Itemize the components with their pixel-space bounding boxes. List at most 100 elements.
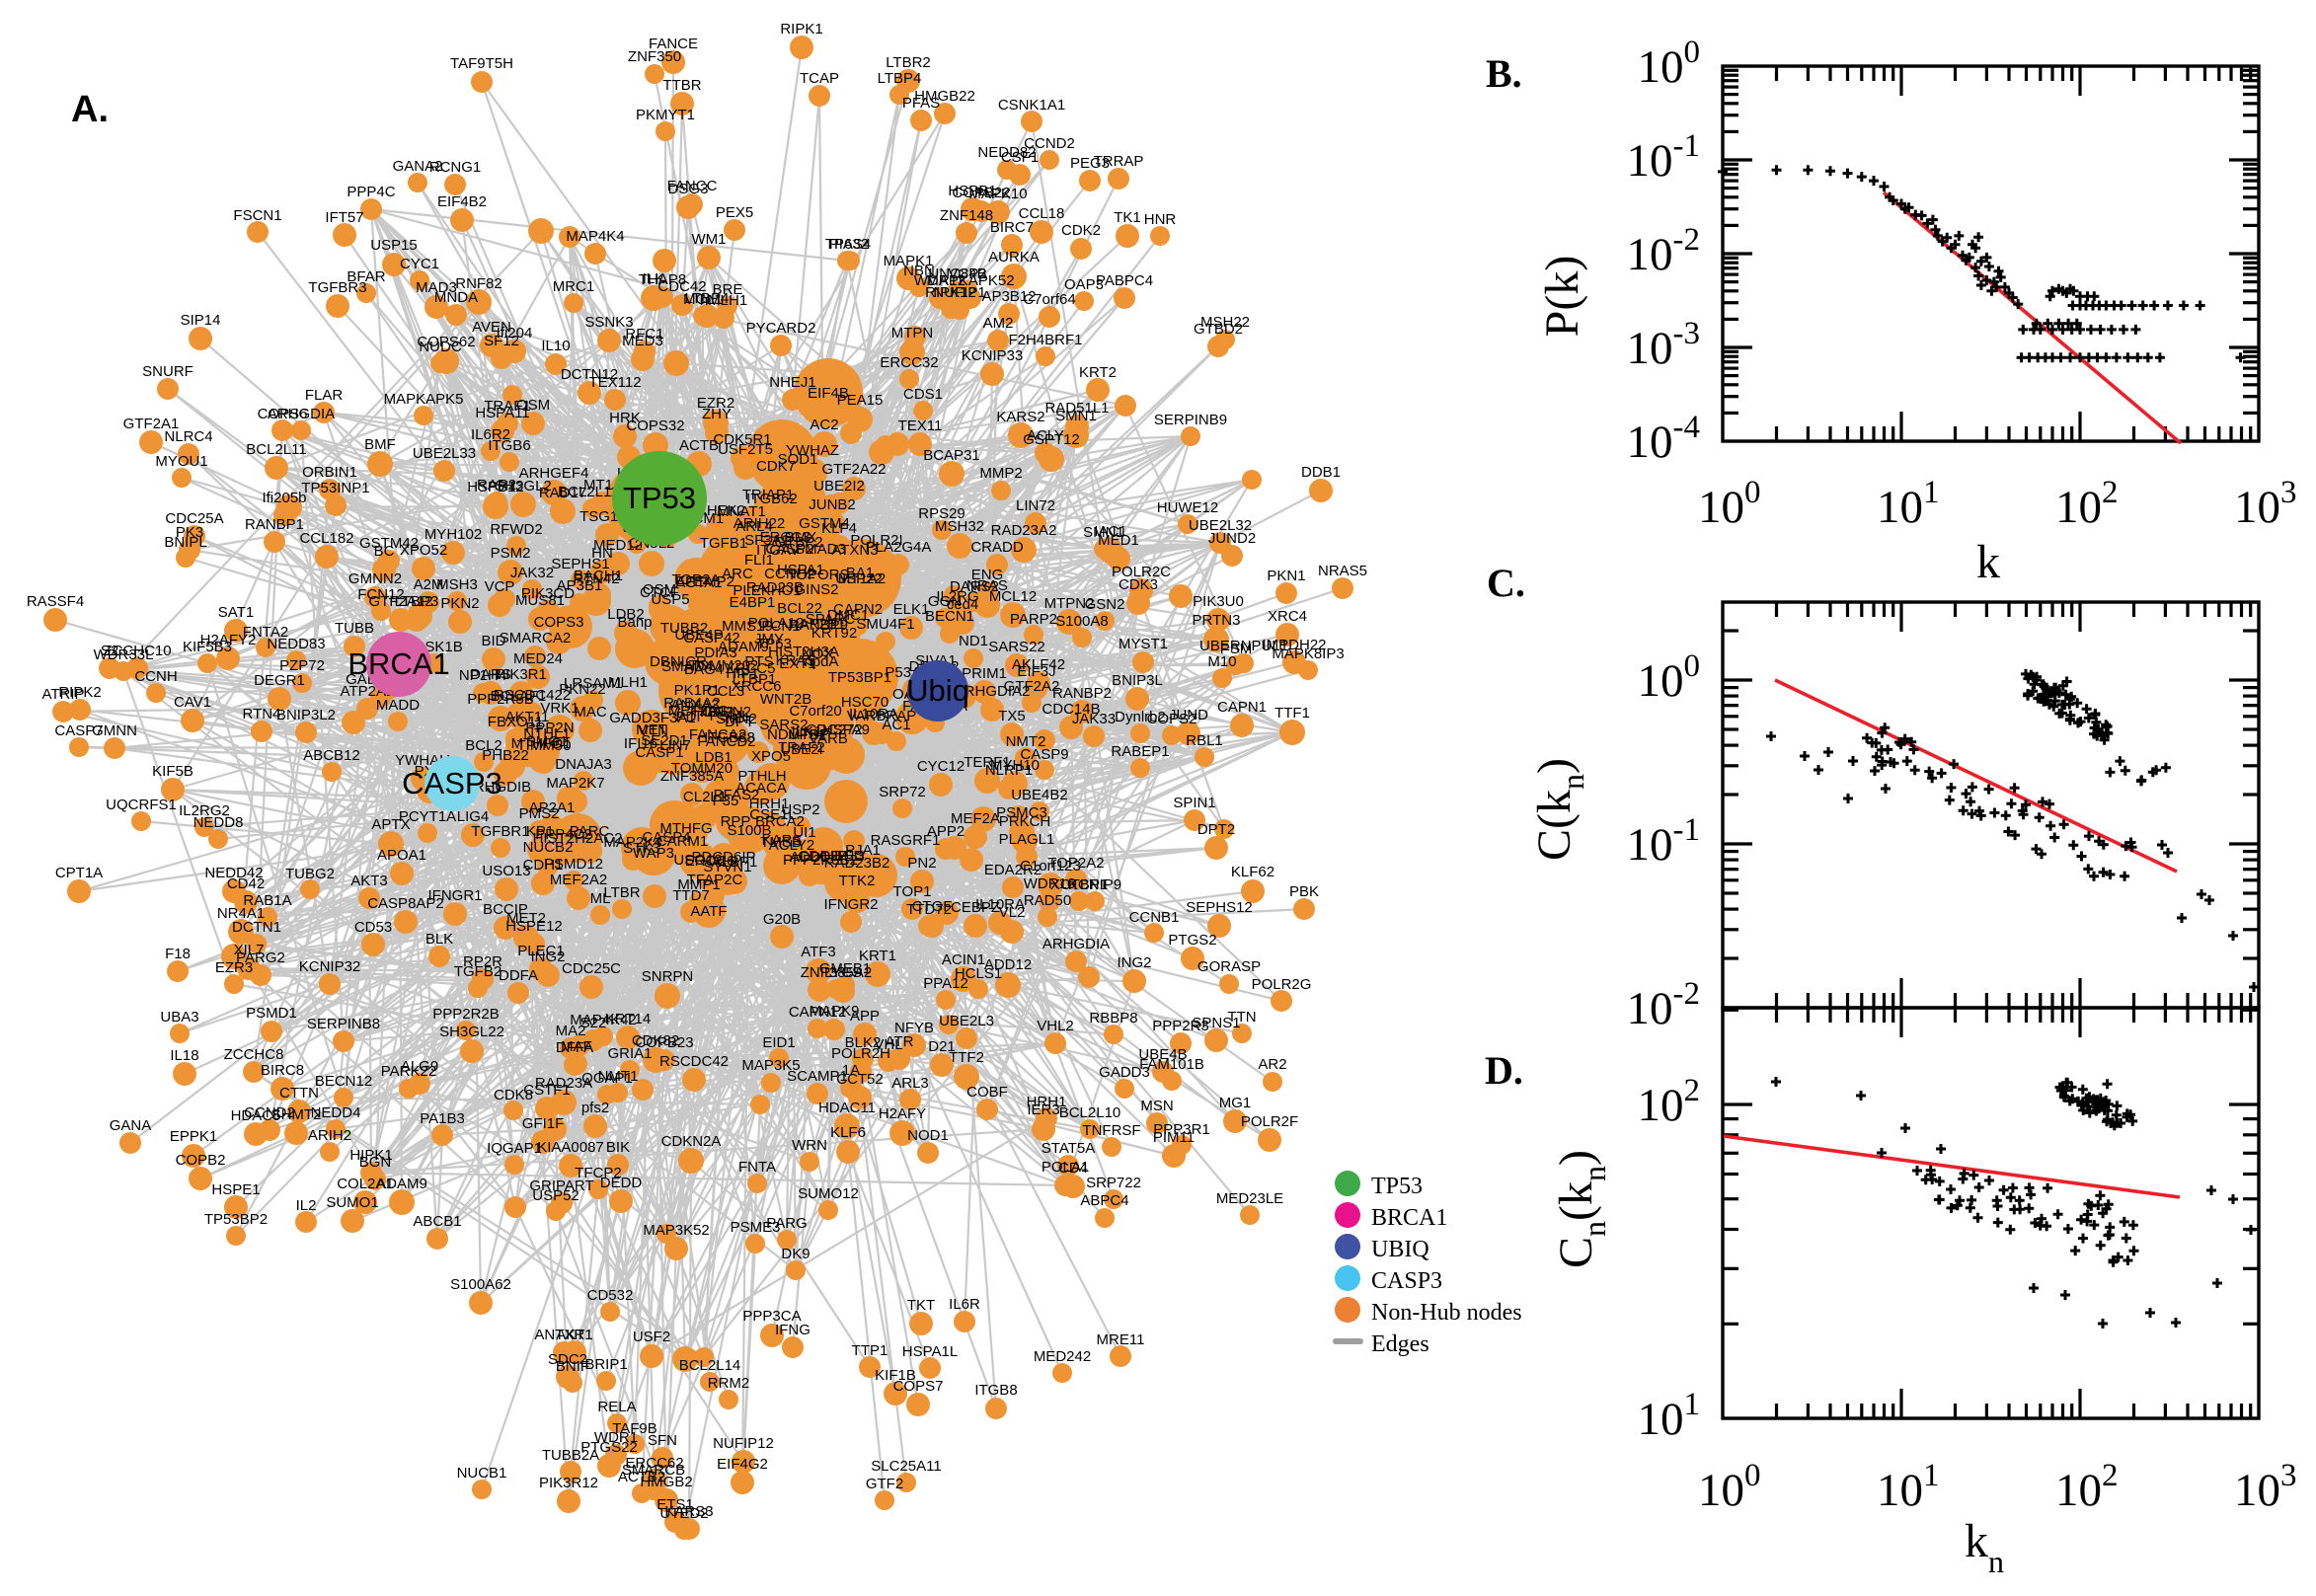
svg-text:ILK: ILK bbox=[643, 270, 665, 287]
svg-text:PTGS2: PTGS2 bbox=[1168, 932, 1216, 949]
svg-text:LTBP3: LTBP3 bbox=[395, 593, 439, 610]
svg-text:A.: A. bbox=[71, 89, 109, 130]
svg-text:BID: BID bbox=[481, 633, 505, 649]
svg-text:ARL4: ARL4 bbox=[735, 518, 773, 535]
svg-text:FAM101B: FAM101B bbox=[1139, 1056, 1204, 1073]
svg-text:MTPN: MTPN bbox=[891, 325, 934, 342]
svg-text:ARIH22: ARIH22 bbox=[733, 515, 786, 532]
svg-text:SPNS1: SPNS1 bbox=[1192, 1015, 1240, 1031]
svg-text:LTBP4: LTBP4 bbox=[685, 290, 730, 307]
svg-text:HRH1: HRH1 bbox=[1027, 1094, 1067, 1110]
svg-text:TTD7: TTD7 bbox=[672, 887, 710, 904]
svg-text:KIF5B3: KIF5B3 bbox=[183, 639, 232, 655]
svg-text:pfs2: pfs2 bbox=[581, 1100, 609, 1116]
svg-text:TX5: TX5 bbox=[998, 708, 1026, 724]
svg-text:PPP2R2B: PPP2R2B bbox=[432, 1006, 500, 1023]
svg-text:OAP3: OAP3 bbox=[1064, 276, 1104, 293]
svg-text:PSML: PSML bbox=[710, 708, 750, 724]
svg-text:C1orf123: C1orf123 bbox=[1020, 858, 1081, 874]
svg-text:PTHLH: PTHLH bbox=[737, 768, 786, 785]
svg-text:ERCC6: ERCC6 bbox=[685, 853, 735, 870]
svg-text:NLRP1: NLRP1 bbox=[985, 762, 1033, 779]
svg-text:NUFIP1: NUFIP1 bbox=[933, 284, 985, 301]
svg-text:ING2: ING2 bbox=[1117, 954, 1151, 971]
svg-text:TEX112: TEX112 bbox=[588, 374, 641, 391]
svg-text:CASP1: CASP1 bbox=[635, 744, 683, 761]
svg-text:RIPK2: RIPK2 bbox=[58, 684, 101, 701]
svg-text:TERF1: TERF1 bbox=[964, 754, 1011, 771]
svg-text:PABPC4: PABPC4 bbox=[1096, 272, 1153, 289]
svg-text:XCTBP1: XCTBP1 bbox=[1050, 876, 1108, 893]
svg-text:USP22: USP22 bbox=[835, 570, 883, 587]
svg-text:JUNB2: JUNB2 bbox=[809, 496, 856, 513]
svg-text:PLEKHO1: PLEKHO1 bbox=[733, 582, 801, 599]
svg-text:MAF: MAF bbox=[561, 1038, 592, 1055]
svg-text:RANBP2: RANBP2 bbox=[1052, 685, 1112, 702]
svg-text:D21: D21 bbox=[928, 1038, 956, 1055]
svg-text:LIN72: LIN72 bbox=[1016, 497, 1055, 514]
svg-text:CCL3: CCL3 bbox=[707, 683, 744, 700]
svg-text:DCTN1: DCTN1 bbox=[232, 919, 281, 936]
svg-text:SARS22: SARS22 bbox=[988, 639, 1045, 655]
svg-text:CDC14B: CDC14B bbox=[1042, 701, 1100, 718]
svg-text:VRK1: VRK1 bbox=[540, 700, 579, 717]
svg-text:DK9: DK9 bbox=[781, 1246, 810, 1262]
svg-text:RAD50: RAD50 bbox=[1024, 892, 1071, 909]
svg-text:ZHY: ZHY bbox=[702, 406, 732, 422]
svg-text:BMF: BMF bbox=[364, 436, 396, 453]
svg-text:SSNK3: SSNK3 bbox=[584, 314, 633, 331]
svg-text:MAPKAPK52: MAPKAPK52 bbox=[926, 272, 1014, 289]
svg-text:SDC2: SDC2 bbox=[548, 1351, 587, 1368]
svg-text:MYOU1: MYOU1 bbox=[155, 453, 207, 470]
svg-text:PEA15: PEA15 bbox=[837, 392, 884, 409]
svg-text:EZR2: EZR2 bbox=[697, 395, 734, 412]
svg-text:CAPN1: CAPN1 bbox=[1217, 699, 1267, 716]
svg-text:MED242: MED242 bbox=[1034, 1348, 1091, 1365]
svg-text:PHB22: PHB22 bbox=[482, 747, 529, 764]
svg-text:GMNN: GMNN bbox=[92, 722, 137, 739]
svg-text:TAF9B: TAF9B bbox=[612, 1420, 657, 1437]
svg-text:SARS2: SARS2 bbox=[759, 717, 808, 733]
svg-text:CASP8AP2: CASP8AP2 bbox=[367, 895, 444, 912]
svg-text:WDR12: WDR12 bbox=[914, 272, 966, 289]
svg-text:Dynlrb2: Dynlrb2 bbox=[1115, 709, 1166, 725]
svg-text:NHEJ1: NHEJ1 bbox=[769, 374, 816, 391]
svg-text:XRCC5: XRCC5 bbox=[726, 660, 776, 677]
svg-text:FANCC: FANCC bbox=[667, 178, 718, 194]
svg-text:ADAM9: ADAM9 bbox=[376, 1176, 427, 1192]
svg-text:ARHGEF4: ARHGEF4 bbox=[519, 465, 589, 482]
svg-text:MRC1: MRC1 bbox=[553, 278, 595, 295]
svg-text:HIP1: HIP1 bbox=[726, 665, 758, 682]
svg-text:WDR1: WDR1 bbox=[594, 1429, 638, 1446]
svg-text:RELA: RELA bbox=[597, 1399, 636, 1415]
svg-text:ATR: ATR bbox=[886, 1033, 914, 1050]
svg-text:CAPN2: CAPN2 bbox=[702, 704, 751, 721]
svg-text:BACH1: BACH1 bbox=[574, 568, 623, 584]
svg-text:KARS: KARS bbox=[762, 832, 803, 849]
svg-text:DEDD: DEDD bbox=[600, 1175, 643, 1191]
svg-text:HSPA1L: HSPA1L bbox=[902, 1343, 958, 1360]
svg-text:ING2: ING2 bbox=[530, 949, 565, 965]
svg-text:ERCC32: ERCC32 bbox=[880, 354, 938, 371]
svg-text:BLK: BLK bbox=[425, 931, 453, 948]
svg-text:ACTA1: ACTA1 bbox=[675, 574, 722, 591]
svg-text:WM1: WM1 bbox=[692, 231, 727, 248]
svg-text:TRAF1: TRAF1 bbox=[484, 398, 531, 415]
svg-text:FLAR: FLAR bbox=[305, 387, 344, 404]
svg-text:EZR3: EZR3 bbox=[215, 959, 253, 976]
svg-text:TGFBR3: TGFBR3 bbox=[308, 279, 366, 296]
svg-text:PYCARD2: PYCARD2 bbox=[746, 320, 816, 337]
svg-text:HDAC5: HDAC5 bbox=[231, 1107, 281, 1124]
svg-text:AKLF42: AKLF42 bbox=[1012, 656, 1065, 673]
svg-text:XPO52: XPO52 bbox=[400, 542, 447, 559]
svg-text:npdA: npdA bbox=[804, 653, 838, 670]
svg-text:BCLAF1: BCLAF1 bbox=[491, 688, 547, 705]
svg-text:FANCA2: FANCA2 bbox=[689, 726, 746, 743]
svg-text:RANBP9: RANBP9 bbox=[789, 617, 848, 634]
svg-text:XIL7: XIL7 bbox=[234, 942, 265, 958]
svg-text:IL18: IL18 bbox=[170, 1047, 198, 1064]
svg-text:UBE4B2: UBE4B2 bbox=[1011, 787, 1068, 803]
svg-text:NBN: NBN bbox=[903, 263, 935, 279]
svg-text:BCL2L10: BCL2L10 bbox=[1059, 1104, 1121, 1121]
svg-text:MADD: MADD bbox=[376, 697, 420, 714]
